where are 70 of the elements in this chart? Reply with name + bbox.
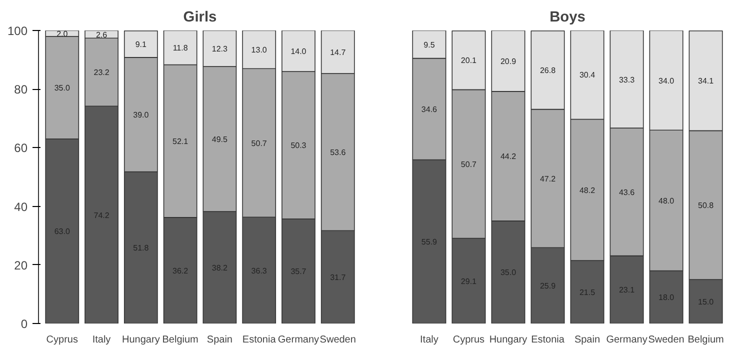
chart-title: Girls bbox=[183, 10, 217, 26]
x-tick-label: Germany bbox=[278, 334, 320, 346]
data-label: 52.1 bbox=[172, 137, 189, 146]
x-tick-label: Cyprus bbox=[46, 334, 78, 346]
data-label: 35.0 bbox=[54, 84, 70, 93]
data-label: 11.8 bbox=[172, 43, 188, 52]
data-label: 18.0 bbox=[658, 293, 675, 302]
data-label: 13.0 bbox=[251, 46, 268, 55]
data-label: 44.2 bbox=[500, 152, 517, 162]
x-tick-label: Sweden bbox=[320, 334, 356, 346]
x-tick-label: Spain bbox=[206, 334, 232, 346]
x-tick-label: Sweden bbox=[648, 334, 684, 346]
x-tick-label: Italy bbox=[92, 334, 111, 346]
x-tick-label: Italy bbox=[420, 334, 438, 346]
data-label: 25.9 bbox=[540, 282, 556, 291]
data-label: 9.1 bbox=[135, 40, 148, 50]
data-label: 33.3 bbox=[618, 75, 636, 84]
data-label: 2.6 bbox=[96, 30, 108, 40]
y-tick-label: 0 bbox=[20, 317, 28, 331]
data-label: 20.1 bbox=[460, 56, 478, 66]
x-tick-label: Estonia bbox=[531, 334, 565, 346]
x-tick-label: Cyprus bbox=[452, 334, 485, 346]
data-label: 34.6 bbox=[421, 105, 438, 114]
data-label: 50.7 bbox=[251, 138, 268, 148]
data-label: 63.0 bbox=[54, 227, 70, 236]
y-tick-label: 20 bbox=[14, 258, 28, 272]
data-label: 14.7 bbox=[330, 48, 346, 58]
data-label: 51.8 bbox=[133, 244, 150, 253]
data-label: 53.6 bbox=[330, 148, 346, 158]
x-tick-label: Belgium bbox=[162, 334, 198, 346]
data-label: 55.9 bbox=[421, 238, 438, 247]
data-label: 12.3 bbox=[212, 44, 228, 54]
data-label: 9.5 bbox=[424, 40, 436, 50]
y-tick-label: 80 bbox=[14, 82, 28, 97]
data-label: 74.2 bbox=[94, 210, 110, 220]
x-tick-label: Hungary bbox=[122, 334, 160, 346]
x-tick-label: Estonia bbox=[242, 334, 276, 346]
data-label: 31.7 bbox=[330, 273, 346, 282]
data-label: 15.0 bbox=[698, 298, 714, 307]
data-label: 48.2 bbox=[579, 186, 596, 195]
y-tick-label: 40 bbox=[14, 200, 28, 214]
chart-title: Boys bbox=[550, 10, 586, 26]
data-label: 50.3 bbox=[290, 141, 307, 150]
data-label: 23.1 bbox=[618, 286, 636, 295]
data-label: 49.5 bbox=[212, 135, 228, 144]
data-label: 23.2 bbox=[94, 68, 110, 78]
data-label: 39.0 bbox=[133, 110, 150, 120]
data-label: 14.0 bbox=[290, 47, 307, 56]
data-label: 29.1 bbox=[460, 276, 478, 286]
data-label: 35.0 bbox=[500, 268, 517, 278]
data-label: 38.2 bbox=[212, 264, 228, 273]
data-label: 36.3 bbox=[251, 266, 268, 276]
x-tick-label: Hungary bbox=[489, 334, 528, 346]
x-tick-label: Spain bbox=[574, 334, 600, 346]
data-label: 47.2 bbox=[540, 174, 556, 184]
x-tick-label: Germany bbox=[606, 334, 648, 346]
data-label: 36.2 bbox=[172, 266, 189, 276]
y-tick-label: 60 bbox=[14, 141, 28, 156]
data-label: 35.7 bbox=[290, 267, 307, 276]
data-label: 30.4 bbox=[579, 70, 596, 80]
data-label: 34.1 bbox=[698, 76, 714, 86]
data-label: 43.6 bbox=[618, 188, 636, 197]
data-label: 20.9 bbox=[500, 56, 517, 66]
data-label: 50.7 bbox=[460, 160, 478, 169]
y-tick-label: 100 bbox=[7, 24, 28, 38]
data-label: 26.8 bbox=[540, 66, 556, 76]
data-label: 50.8 bbox=[698, 201, 714, 210]
data-label: 34.0 bbox=[658, 76, 675, 86]
data-label: 48.0 bbox=[658, 196, 675, 206]
x-tick-label: Belgium bbox=[688, 334, 724, 346]
